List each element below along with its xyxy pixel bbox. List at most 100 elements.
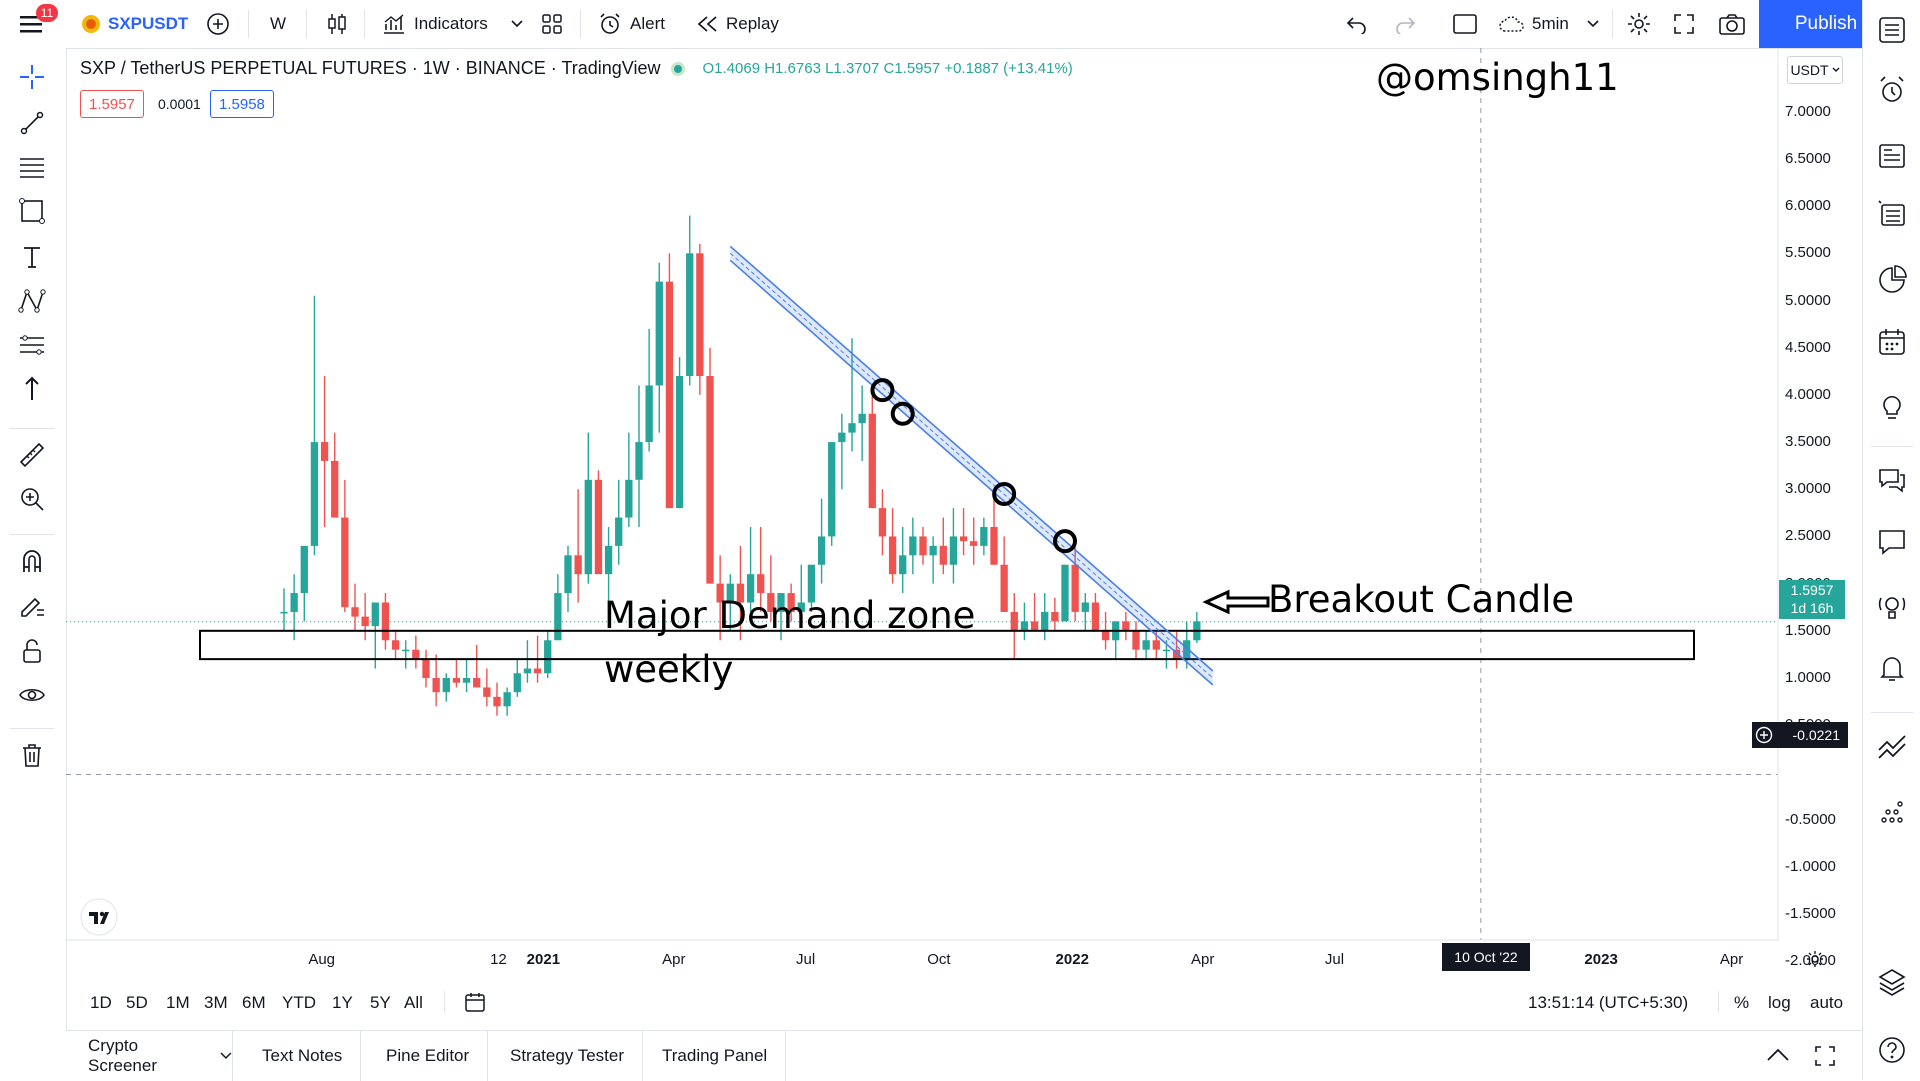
redo-button[interactable] <box>1394 0 1416 48</box>
touch-point-circle[interactable] <box>890 401 915 426</box>
text-tool-icon[interactable] <box>17 242 47 272</box>
range-button-3m[interactable]: 3M <box>204 993 228 1012</box>
price-chart[interactable] <box>66 48 1862 974</box>
pie-chart-icon[interactable] <box>1876 264 1908 296</box>
tab-strategy-tester[interactable]: Strategy Tester <box>492 1031 644 1081</box>
layers-icon[interactable] <box>1876 966 1908 998</box>
candle[interactable] <box>807 564 816 612</box>
candle[interactable] <box>300 545 308 622</box>
breakout-arrow[interactable] <box>1202 589 1270 615</box>
candle[interactable] <box>878 489 887 556</box>
tab-trading-panel[interactable]: Trading Panel <box>644 1031 787 1081</box>
axis-settings-icon[interactable] <box>1805 949 1825 969</box>
trend-channel[interactable] <box>729 245 1214 686</box>
rectangle-shape-icon[interactable] <box>17 196 47 226</box>
touch-point-circle[interactable] <box>992 481 1017 506</box>
auto-toggle[interactable]: auto <box>1810 993 1844 1012</box>
candle[interactable] <box>635 385 643 527</box>
timeframe-dropdown[interactable] <box>1586 0 1600 48</box>
demand-zone-rectangle[interactable] <box>199 629 1695 661</box>
candle[interactable] <box>625 432 633 527</box>
candle[interactable] <box>391 630 400 660</box>
chats-icon[interactable] <box>1876 464 1908 496</box>
candle[interactable] <box>320 376 329 527</box>
candle[interactable] <box>341 479 349 612</box>
candle[interactable] <box>1193 611 1201 644</box>
prediction-tool-icon[interactable] <box>17 330 47 360</box>
streams-icon[interactable] <box>1876 590 1908 622</box>
candle[interactable] <box>716 555 724 641</box>
candle[interactable] <box>757 527 765 612</box>
candle[interactable] <box>584 432 592 584</box>
candle[interactable] <box>959 508 968 556</box>
range-button-6m[interactable]: 6M <box>242 993 266 1012</box>
candle[interactable] <box>970 517 978 565</box>
buy-price[interactable]: 1.5958 <box>210 90 274 118</box>
candle[interactable] <box>726 574 734 631</box>
alarm-icon[interactable] <box>1876 74 1908 106</box>
range-button-1d[interactable]: 1D <box>90 993 112 1012</box>
settings-button[interactable] <box>1626 0 1652 48</box>
fib-retracement-icon[interactable] <box>17 152 47 182</box>
candle[interactable] <box>351 583 359 631</box>
candle[interactable] <box>848 338 856 452</box>
candle[interactable] <box>899 527 907 594</box>
candle[interactable] <box>361 593 369 641</box>
trend-line-icon[interactable] <box>17 108 47 138</box>
crosshair-icon[interactable] <box>17 62 47 92</box>
log-toggle[interactable]: log <box>1768 993 1791 1012</box>
touch-point-circle[interactable] <box>1053 529 1077 554</box>
trading-icon[interactable] <box>1876 730 1908 762</box>
lightbulb-icon[interactable] <box>1876 390 1908 422</box>
candle[interactable] <box>645 328 653 452</box>
symbol-title[interactable]: SXP / TetherUS PERPETUAL FUTURES · 1W · … <box>80 58 661 78</box>
candle[interactable] <box>473 644 481 688</box>
compare-button[interactable] <box>206 0 230 48</box>
candle[interactable] <box>493 682 501 716</box>
candle[interactable] <box>513 659 521 697</box>
candle[interactable] <box>1051 597 1059 631</box>
layouts-button[interactable] <box>541 0 563 48</box>
replay-button[interactable]: Replay <box>696 0 779 48</box>
candle[interactable] <box>868 385 876 509</box>
help-icon[interactable] <box>1876 1034 1908 1066</box>
candle[interactable] <box>564 545 572 612</box>
news-icon[interactable] <box>1876 140 1908 172</box>
candle[interactable] <box>310 295 319 556</box>
eye-icon[interactable] <box>17 680 47 710</box>
range-button-1m[interactable]: 1M <box>166 993 190 1012</box>
candle[interactable] <box>452 659 461 688</box>
fullscreen-button[interactable] <box>1672 0 1696 48</box>
percent-toggle[interactable]: % <box>1734 993 1750 1012</box>
candle[interactable] <box>1183 621 1191 669</box>
ruler-icon[interactable] <box>17 440 47 470</box>
candle[interactable] <box>858 385 866 461</box>
trash-icon[interactable] <box>17 740 47 770</box>
chart-type-button[interactable] <box>326 0 348 48</box>
calendar-icon[interactable] <box>1876 326 1908 358</box>
candle[interactable] <box>1071 545 1079 622</box>
stay-in-drawing-icon[interactable] <box>17 590 47 620</box>
candle[interactable] <box>1061 564 1069 622</box>
candle[interactable] <box>686 215 694 386</box>
candle[interactable] <box>523 640 532 683</box>
candle[interactable] <box>777 593 785 641</box>
candle[interactable] <box>544 630 552 678</box>
candle[interactable] <box>949 508 958 584</box>
candle[interactable] <box>828 442 836 546</box>
candle[interactable] <box>990 498 998 565</box>
range-button-ytd[interactable]: YTD <box>282 993 316 1012</box>
candle[interactable] <box>665 253 674 509</box>
utc-clock[interactable]: 13:51:14 (UTC+5:30) <box>1528 993 1689 1012</box>
candle[interactable] <box>919 527 927 565</box>
crosshair-add-button[interactable] <box>1752 723 1776 747</box>
magnet-icon[interactable] <box>17 546 47 576</box>
range-button-5y[interactable]: 5Y <box>370 993 391 1012</box>
candle[interactable] <box>402 640 410 669</box>
menu-button[interactable] <box>18 0 44 48</box>
sell-price[interactable]: 1.5957 <box>80 90 144 118</box>
candle[interactable] <box>1122 611 1130 641</box>
candle[interactable] <box>462 659 471 693</box>
candle[interactable] <box>432 654 440 707</box>
candle[interactable] <box>290 574 298 641</box>
